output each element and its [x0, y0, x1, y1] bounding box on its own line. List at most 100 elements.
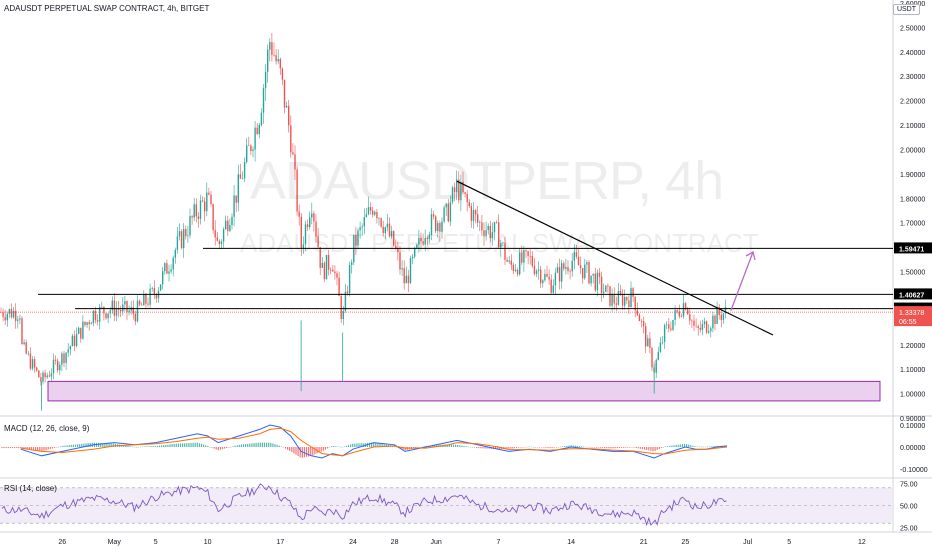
- candle-body: [649, 338, 651, 349]
- candle-body: [395, 245, 397, 249]
- macd-histogram-bar: [385, 444, 387, 447]
- macd-histogram-bar: [524, 447, 526, 448]
- macd-histogram-bar: [64, 445, 66, 447]
- candle-body: [458, 179, 460, 201]
- macd-histogram-bar: [673, 445, 675, 447]
- candle-body: [185, 229, 187, 237]
- candle-body: [384, 227, 386, 234]
- candle-body: [12, 310, 15, 318]
- macd-histogram-bar: [482, 447, 484, 449]
- signal-line: [20, 427, 727, 457]
- candle-body: [705, 321, 708, 333]
- macd-histogram-bar: [352, 443, 354, 447]
- candle-body: [21, 318, 23, 344]
- macd-histogram-bar: [261, 442, 263, 447]
- macd-histogram-bar: [207, 445, 209, 447]
- candle-body: [409, 258, 412, 284]
- macd-histogram-bar: [335, 446, 337, 447]
- candle-body: [180, 231, 183, 249]
- macd-histogram-bar: [631, 447, 633, 448]
- candle-body: [626, 297, 628, 301]
- macd-histogram-bar: [576, 445, 578, 447]
- candle-body: [449, 202, 452, 222]
- macd-histogram-bar: [511, 447, 513, 449]
- macd-histogram-bar: [654, 447, 656, 451]
- x-tick-label: Jul: [743, 539, 752, 546]
- candle-body: [25, 342, 27, 354]
- candle-body: [143, 294, 145, 306]
- macd-histogram-bar: [633, 447, 635, 448]
- candle-body: [519, 252, 521, 275]
- candle-body: [275, 55, 277, 62]
- candle-body: [495, 222, 498, 223]
- macd-histogram-bar: [255, 442, 257, 447]
- candle-body: [586, 262, 588, 265]
- macd-histogram-bar: [217, 447, 219, 451]
- macd-histogram-bar: [102, 443, 104, 447]
- candle-body: [386, 223, 389, 228]
- macd-histogram-bar: [404, 447, 406, 451]
- macd-histogram-bar: [560, 446, 562, 448]
- y-tick-label: 2.50000: [900, 25, 925, 32]
- macd-histogram-bar: [209, 446, 211, 448]
- macd-legend[interactable]: MACD (12, 26, close, 9): [4, 424, 90, 433]
- candle-body: [195, 204, 197, 217]
- macd-histogram-bar: [146, 446, 148, 447]
- candle-body: [23, 342, 25, 344]
- macd-histogram-bar: [528, 446, 530, 448]
- x-tick-label: Jun: [430, 539, 441, 546]
- candle-body: [414, 247, 416, 257]
- candle-body: [588, 262, 590, 284]
- macd-histogram-bar: [486, 447, 488, 449]
- macd-histogram-bar: [263, 442, 266, 447]
- candle-body: [477, 214, 479, 223]
- candle-body: [558, 267, 561, 282]
- candle-body: [369, 207, 372, 211]
- macd-histogram-bar: [620, 447, 623, 448]
- candle-body: [315, 221, 317, 237]
- candle-body: [506, 259, 508, 262]
- macd-histogram-bar: [354, 443, 356, 447]
- macd-histogram-bar: [253, 443, 255, 447]
- macd-histogram-bar: [62, 445, 64, 447]
- candle-body: [361, 226, 363, 228]
- currency-selector[interactable]: USDT: [892, 4, 920, 15]
- candle-body: [141, 304, 143, 306]
- candle-body: [88, 322, 90, 325]
- candle-body: [605, 285, 607, 292]
- candle-body: [416, 244, 418, 248]
- macd-histogram-bar: [242, 444, 245, 447]
- candle-body: [535, 270, 538, 274]
- macd-histogram-bar: [18, 447, 20, 449]
- candle-body: [44, 372, 46, 378]
- macd-histogram-bar: [683, 443, 686, 447]
- macd-histogram-bar: [257, 442, 259, 447]
- macd-histogram-bar: [87, 443, 89, 447]
- candle-body: [168, 271, 170, 274]
- candle-body: [651, 348, 653, 368]
- macd-histogram-bar: [448, 444, 450, 447]
- macd-histogram-bar: [24, 447, 26, 449]
- macd-histogram-bar: [331, 446, 333, 447]
- candle-body: [508, 260, 510, 262]
- macd-histogram-bar: [68, 445, 70, 447]
- rsi-y-tick-label: 75.00: [900, 481, 918, 488]
- candle-body: [500, 242, 502, 248]
- candle-body: [596, 272, 599, 291]
- macd-histogram-bar: [513, 447, 515, 449]
- candle-body: [422, 241, 424, 245]
- candle-body: [479, 222, 481, 223]
- macd-histogram-bar: [469, 446, 471, 448]
- macd-histogram-bar: [484, 447, 486, 449]
- rsi-legend[interactable]: RSI (14, close): [4, 484, 57, 493]
- candle-body: [693, 320, 695, 326]
- candle-body: [367, 207, 370, 215]
- macd-histogram-bar: [536, 447, 539, 448]
- macd-histogram-bar: [499, 447, 501, 450]
- macd-histogram-bar: [192, 442, 194, 447]
- macd-histogram-bar: [711, 446, 713, 447]
- macd-histogram-bar: [322, 447, 324, 451]
- candle-body: [225, 220, 227, 230]
- macd-histogram-bar: [221, 447, 224, 450]
- macd-histogram-bar: [247, 443, 249, 447]
